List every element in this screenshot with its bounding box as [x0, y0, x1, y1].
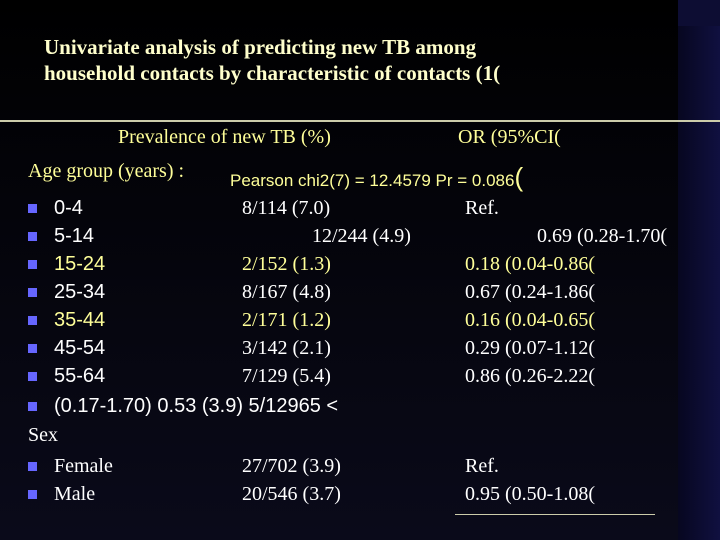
table-row: Male 20/546 (3.7) 0.95 (0.50-1.08(: [0, 480, 720, 508]
row-label: 55-64: [54, 365, 106, 387]
row-prevalence: 7/129 (5.4): [242, 365, 331, 387]
bullet-icon: [28, 462, 37, 471]
row-prevalence: 3/142 (2.1): [242, 337, 331, 359]
row-or: 0.69 (0.28-1.70(: [537, 225, 667, 247]
table-row: 0-4 8/114 (7.0) Ref.: [0, 194, 720, 222]
table-row: 45-54 3/142 (2.1) 0.29 (0.07-1.12(: [0, 334, 720, 362]
table-row: 5-14 12/244 (4.9) 0.69 (0.28-1.70(: [0, 222, 720, 250]
corner-decoration: [678, 0, 720, 26]
row-or: Ref.: [465, 455, 499, 477]
bullet-icon: [28, 402, 37, 411]
row-label: Female: [54, 455, 113, 477]
table-row: 55-64 7/129 (5.4) 0.86 (0.26-2.22(: [0, 362, 720, 390]
pearson-paren: (: [514, 162, 524, 192]
age-group-header: Age group (years) :: [28, 160, 185, 182]
row-prevalence: 27/702 (3.9): [242, 455, 341, 477]
table-row: (0.17-1.70) 0.53 (3.9) 5/12965 <: [0, 392, 720, 420]
prevalence-header: Prevalence of new TB (%): [118, 126, 331, 148]
row-label: Male: [54, 483, 96, 505]
row-prevalence: 12/244 (4.9): [312, 225, 411, 247]
table-row: Female 27/702 (3.9) Ref.: [0, 452, 720, 480]
sex-header: Sex: [28, 424, 58, 446]
title-line-1: Univariate analysis of predicting new TB…: [44, 35, 477, 59]
slide-title: Univariate analysis of predicting new TB…: [44, 34, 664, 86]
pearson-stat: Pearson chi2(7) = 12.4579 Pr = 0.086(: [230, 162, 523, 193]
bullet-icon: [28, 344, 37, 353]
row-label: (0.17-1.70) 0.53 (3.9) 5/12965 <: [54, 395, 339, 417]
row-label: 0-4: [54, 197, 83, 219]
bullet-icon: [28, 490, 37, 499]
row-or: 0.18 (0.04-0.86(: [465, 253, 595, 275]
bullet-icon: [28, 260, 37, 269]
row-or: 0.29 (0.07-1.12(: [465, 337, 595, 359]
pearson-text: Pearson chi2(7) = 12.4579 Pr = 0.086: [230, 171, 515, 190]
title-line-2: household contacts by characteristic of …: [44, 61, 501, 85]
table-row: 35-44 2/171 (1.2) 0.16 (0.04-0.65(: [0, 306, 720, 334]
row-label: 45-54: [54, 337, 106, 359]
row-label: 5-14: [54, 225, 95, 247]
bullet-icon: [28, 232, 37, 241]
header-divider: [0, 120, 720, 122]
row-prevalence: 2/152 (1.3): [242, 253, 331, 275]
or-header: OR (95%CI(: [458, 126, 561, 148]
row-label: 25-34: [54, 281, 106, 303]
bullet-icon: [28, 372, 37, 381]
bullet-icon: [28, 288, 37, 297]
bullet-icon: [28, 316, 37, 325]
row-or: 0.16 (0.04-0.65(: [465, 309, 595, 331]
table-row: 25-34 8/167 (4.8) 0.67 (0.24-1.86(: [0, 278, 720, 306]
row-or: 0.95 (0.50-1.08(: [465, 483, 595, 505]
footer-rule: [455, 514, 655, 515]
row-or: Ref.: [465, 197, 499, 219]
row-label: 35-44: [54, 309, 106, 331]
row-prevalence: 8/167 (4.8): [242, 281, 331, 303]
row-prevalence: 2/171 (1.2): [242, 309, 331, 331]
table-row: 15-24 2/152 (1.3) 0.18 (0.04-0.86(: [0, 250, 720, 278]
row-prevalence: 8/114 (7.0): [242, 197, 331, 219]
row-label: 15-24: [54, 253, 106, 275]
bullet-icon: [28, 204, 37, 213]
row-or: 0.67 (0.24-1.86(: [465, 281, 595, 303]
row-prevalence: 20/546 (3.7): [242, 483, 341, 505]
side-decoration: [678, 26, 720, 540]
row-or: 0.86 (0.26-2.22(: [465, 365, 595, 387]
